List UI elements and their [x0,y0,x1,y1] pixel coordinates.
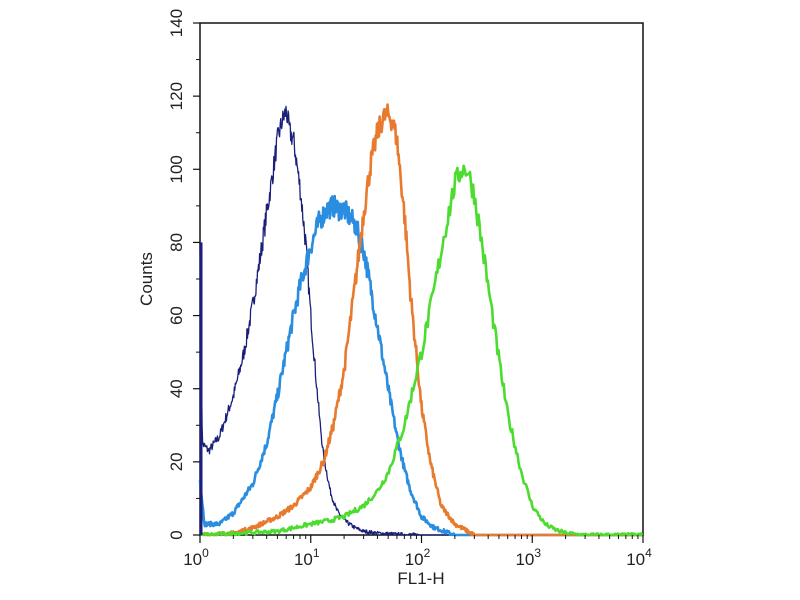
x-tick-label-1: 100 [183,546,209,569]
series-layer [198,103,644,537]
y-tick-label-100: 100 [167,155,186,183]
series-1-line [199,105,643,536]
x-tick-label-100: 102 [405,546,431,569]
y-tick-label-20: 20 [167,452,186,471]
y-tick-label-40: 40 [167,379,186,398]
y-tick-label-80: 80 [167,233,186,252]
y-tick-label-120: 120 [167,82,186,110]
x-axis-title: FL1-H [397,569,444,588]
series-2 [198,194,643,537]
x-tick-label-10000: 104 [626,546,652,569]
series-3-line [199,103,643,537]
y-tick-label-0: 0 [167,530,186,539]
y-axis: 0 20 40 60 80 100 120 140 [167,9,200,540]
y-tick-label-140: 140 [167,9,186,37]
x-tick-label-1000: 103 [515,546,541,569]
series-4 [199,164,644,537]
y-tick-label-60: 60 [167,306,186,325]
series-4-line [199,164,644,537]
x-tick-label-10: 101 [294,546,320,569]
y-axis-title: Counts [137,252,156,306]
x-axis: 100 101 102 103 104 [183,535,652,569]
series-1 [199,105,643,536]
series-2-line [198,194,643,537]
series-3 [199,103,643,537]
plot-area [199,22,644,536]
